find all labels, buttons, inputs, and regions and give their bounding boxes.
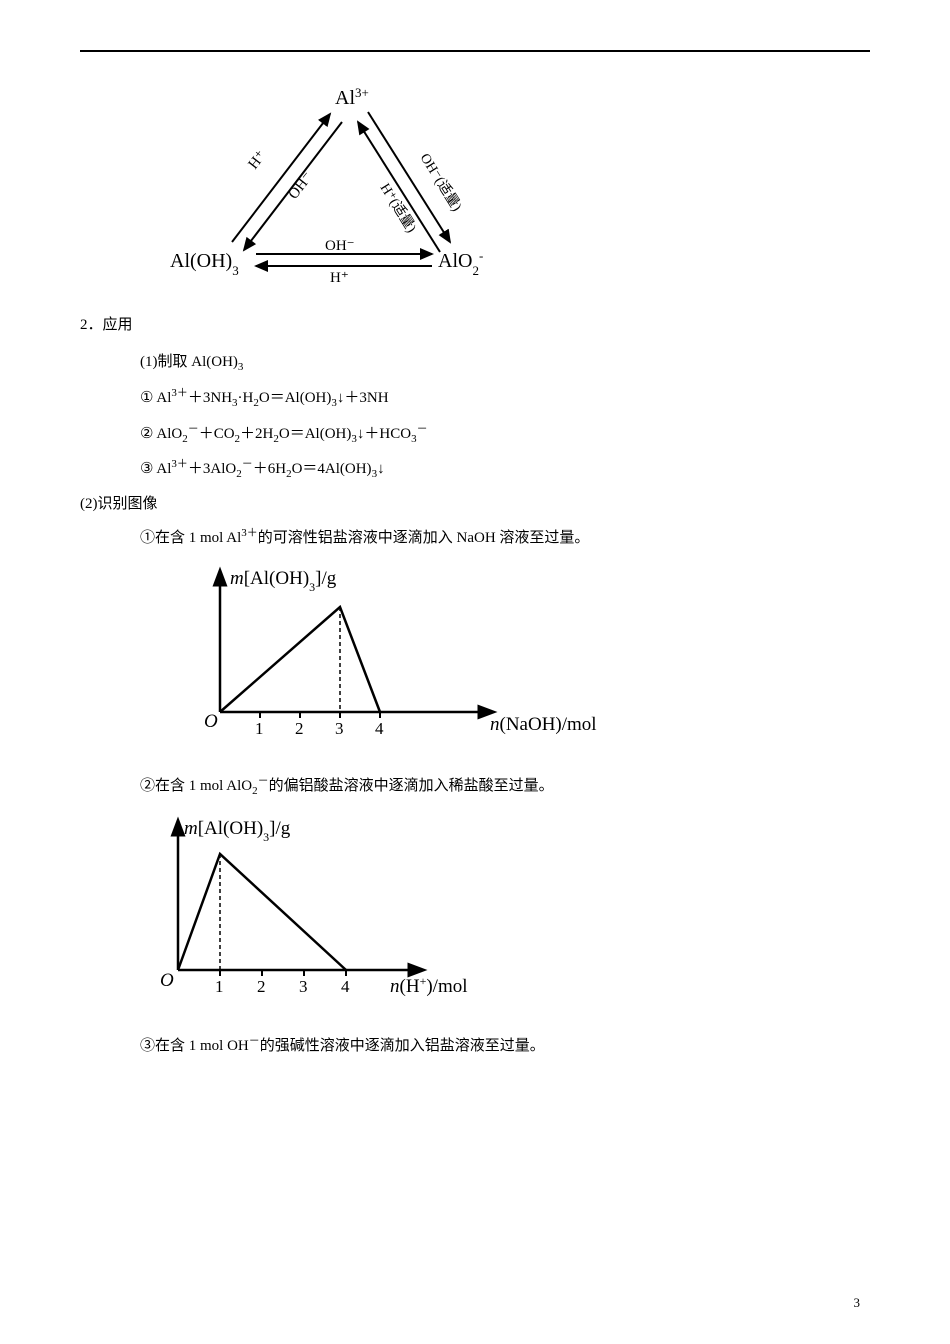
graph-1: m[Al(OH)3]/g O 1 2 3 4 n(NaOH)/mol <box>180 562 870 752</box>
g1-t4: 4 <box>375 719 384 738</box>
top-rule <box>80 50 870 52</box>
equation-2: ② AlO2－＋CO2＋2H2O＝Al(OH)3↓＋HCO3－ <box>140 420 870 450</box>
triangle-diagram: Al(OH)3 Al3+ AlO2- H⁺ OH⁻ OH⁻(适量) H⁺(适量)… <box>160 82 870 292</box>
g1-xlabel: n(NaOH)/mol <box>490 714 597 735</box>
g1-t3: 3 <box>335 719 344 738</box>
g2-xlabel: n(H+)/mol <box>390 974 468 997</box>
sub-2: (2)识别图像 <box>80 491 870 518</box>
g1-origin: O <box>204 711 218 732</box>
section-2-heading: 2．应用 <box>80 312 870 339</box>
g2-t4: 4 <box>341 977 350 996</box>
g1-ylabel: m[Al(OH)3]/g <box>230 568 337 594</box>
page-number: 3 <box>854 1291 861 1314</box>
bottom-up-label: OH⁻ <box>325 238 355 254</box>
vertex-top: Al3+ <box>335 85 369 110</box>
g2-t1: 1 <box>215 977 224 996</box>
g2-t3: 3 <box>299 977 308 996</box>
equation-3: ③ Al3＋＋3AlO2－＋6H2O＝4Al(OH)3↓ <box>140 455 870 485</box>
para-1: ①在含 1 mol Al3＋的可溶性铝盐溶液中逐滴加入 NaOH 溶液至过量。 <box>140 524 870 552</box>
sub-1: (1)制取 Al(OH)3 <box>140 349 870 378</box>
vertex-left: Al(OH)3 <box>170 250 239 278</box>
equation-1: ① Al3＋＋3NH3·H2O＝Al(OH)3↓＋3NH <box>140 384 870 414</box>
g2-origin: O <box>160 970 174 991</box>
bottom-down-label: H⁺ <box>330 270 349 282</box>
g2-t2: 2 <box>257 977 266 996</box>
para-2: ②在含 1 mol AlO2－的偏铝酸盐溶液中逐滴加入稀盐酸至过量。 <box>140 772 870 802</box>
para-3: ③在含 1 mol OH－的强碱性溶液中逐滴加入铝盐溶液至过量。 <box>140 1032 870 1060</box>
vertex-right: AlO2- <box>438 248 483 278</box>
left-down-label: OH⁻ <box>286 169 317 202</box>
g2-ylabel: m[Al(OH)3]/g <box>184 818 291 844</box>
graph-2: m[Al(OH)3]/g O 1 2 3 4 n(H+)/mol <box>140 812 870 1012</box>
g1-t1: 1 <box>255 719 264 738</box>
right-up-label: OH⁻(适量) <box>417 151 465 215</box>
left-up-label: H⁺ <box>246 148 270 173</box>
g1-t2: 2 <box>295 719 304 738</box>
